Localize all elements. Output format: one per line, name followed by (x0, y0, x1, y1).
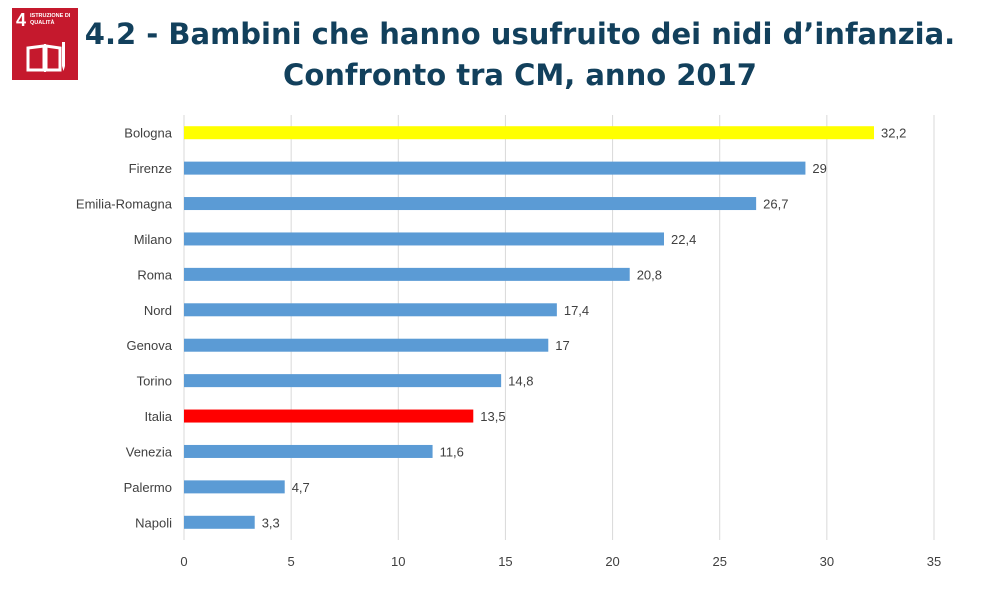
sdg-goal-4-badge: 4 ISTRUZIONE DI QUALITÀ (12, 8, 78, 80)
data-label: 14,8 (508, 374, 533, 389)
category-label: Bologna (124, 126, 172, 141)
chart-title-line-2: Confronto tra CM, anno 2017 (283, 58, 757, 92)
bar (184, 161, 806, 175)
category-label: Palermo (124, 480, 172, 495)
data-label: 3,3 (262, 515, 280, 530)
book-pencil-icon (26, 42, 65, 72)
x-tick-label: 25 (712, 554, 726, 569)
data-label: 17,4 (564, 303, 589, 318)
data-label: 13,5 (480, 409, 505, 424)
bar (184, 480, 285, 494)
sdg-goal-text: ISTRUZIONE DI QUALITÀ (30, 13, 71, 26)
bar (184, 338, 549, 352)
category-label: Milano (134, 232, 172, 247)
data-label: 11,6 (440, 444, 464, 459)
bar (184, 267, 630, 281)
sdg-number: 4 (16, 10, 27, 30)
bar (184, 374, 502, 388)
category-label: Genova (126, 338, 172, 353)
data-label: 20,8 (637, 267, 662, 282)
x-tick-label: 15 (498, 554, 512, 569)
x-tick-label: 0 (180, 554, 187, 569)
category-label: Nord (144, 303, 172, 318)
data-label: 29 (812, 161, 826, 176)
bar (184, 303, 557, 317)
x-tick-label: 5 (288, 554, 295, 569)
bar (184, 515, 255, 529)
category-label: Firenze (129, 161, 172, 176)
x-tick-label: 10 (391, 554, 405, 569)
category-label: Italia (145, 409, 173, 424)
data-label: 32,2 (881, 126, 906, 141)
bar (184, 232, 664, 246)
x-tick-label: 35 (927, 554, 941, 569)
chart-title-line-1: 4.2 - Bambini che hanno usufruito dei ni… (84, 17, 956, 51)
data-label: 4,7 (292, 480, 310, 495)
bar (184, 126, 874, 140)
bar (184, 444, 433, 458)
data-label: 22,4 (671, 232, 696, 247)
bar (184, 197, 757, 211)
data-label: 26,7 (763, 197, 788, 212)
category-label: Emilia-Romagna (76, 197, 173, 212)
category-label: Venezia (126, 444, 173, 459)
data-label: 17 (555, 338, 569, 353)
x-tick-label: 30 (820, 554, 834, 569)
x-tick-label: 20 (605, 554, 619, 569)
category-label: Napoli (135, 515, 172, 530)
category-label: Roma (137, 267, 172, 282)
bar (184, 409, 474, 423)
category-label: Torino (137, 374, 172, 389)
